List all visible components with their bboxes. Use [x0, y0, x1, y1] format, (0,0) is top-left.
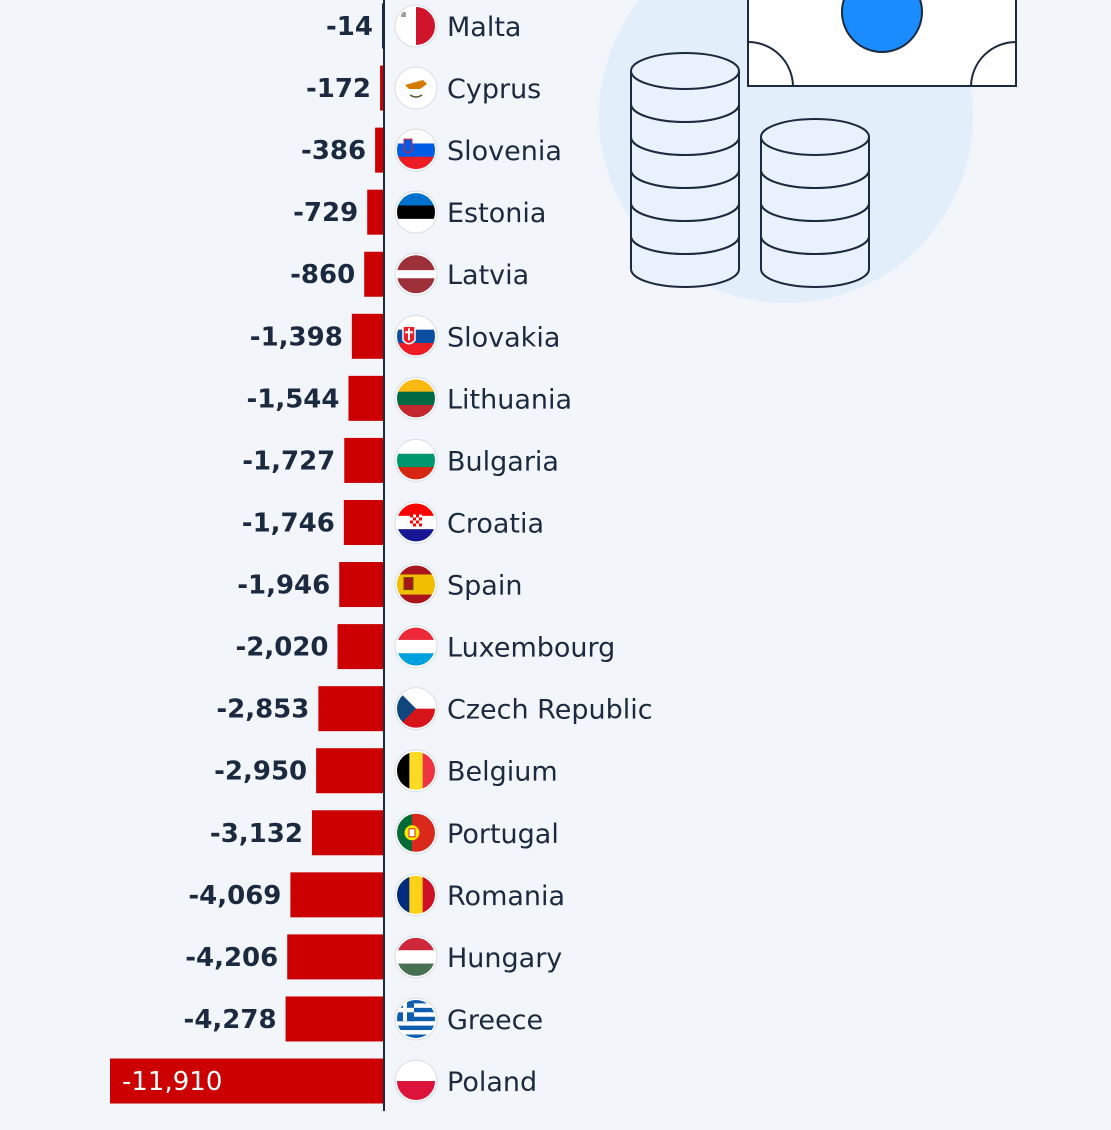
category-label-lithuania: Lithuania [447, 384, 572, 415]
bars-group [110, 3, 384, 1104]
value-label-latvia: -860 [290, 260, 355, 290]
category-label-belgium: Belgium [447, 757, 558, 788]
banknote-icon [747, 0, 1017, 87]
category-label-slovakia: Slovakia [447, 322, 560, 353]
illustration [599, 0, 1017, 303]
category-label-spain: Spain [447, 571, 522, 602]
lithuania-flag-icon [394, 376, 438, 420]
value-label-belgium: -2,950 [214, 757, 307, 787]
bar-latvia [364, 251, 384, 297]
value-label-estonia: -729 [293, 198, 358, 228]
value-label-portugal: -3,132 [210, 819, 303, 849]
value-label-poland: -11,910 [122, 1067, 222, 1097]
hungary-flag-icon [394, 935, 438, 979]
value-label-slovenia: -386 [301, 136, 366, 166]
latvia-flag-icon [394, 252, 438, 296]
greece-flag-icon [394, 997, 438, 1041]
bar-luxembourg [337, 624, 384, 670]
category-label-hungary: Hungary [447, 943, 562, 974]
bar-hungary [287, 934, 384, 980]
value-label-hungary: -4,206 [185, 943, 278, 973]
slovenia-flag-icon [394, 128, 438, 172]
labels-group: -14 Malta -172 Cyprus -386 Slovenia -729 Estoni… [122, 12, 653, 1098]
category-label-bulgaria: Bulgaria [447, 446, 559, 477]
bar-belgium [316, 748, 384, 794]
poland-flag-icon [394, 1059, 438, 1103]
coin-stacks-icon [630, 52, 870, 288]
category-label-poland: Poland [447, 1067, 537, 1098]
category-label-portugal: Portugal [447, 819, 559, 850]
value-label-spain: -1,946 [237, 571, 330, 601]
value-label-croatia: -1,746 [242, 508, 335, 538]
bar-slovakia [351, 313, 384, 359]
category-label-croatia: Croatia [447, 508, 544, 539]
luxembourg-flag-icon [394, 625, 438, 669]
croatia-flag-icon [394, 500, 438, 544]
slovakia-flag-icon [394, 314, 438, 358]
value-label-malta: -14 [326, 12, 373, 42]
category-label-slovenia: Slovenia [447, 136, 562, 167]
bar-portugal [311, 810, 384, 856]
category-label-romania: Romania [447, 881, 565, 912]
category-label-latvia: Latvia [447, 260, 529, 291]
romania-flag-icon [394, 873, 438, 917]
cyprus-flag-icon [394, 66, 438, 110]
belgium-flag-icon [394, 749, 438, 793]
value-label-romania: -4,069 [188, 881, 281, 911]
spain-flag-icon [394, 563, 438, 607]
value-label-lithuania: -1,544 [246, 384, 339, 414]
value-label-cyprus: -172 [306, 74, 371, 104]
flags-group [394, 4, 438, 1103]
bar-croatia [343, 499, 384, 545]
bar-bulgaria [344, 437, 384, 483]
bar-romania [290, 872, 384, 918]
bar-cyprus [380, 65, 384, 111]
portugal-flag-icon [394, 811, 438, 855]
value-label-luxembourg: -2,020 [235, 633, 328, 663]
malta-flag-icon [394, 4, 438, 48]
estonia-flag-icon [394, 190, 438, 234]
value-label-slovakia: -1,398 [250, 322, 343, 352]
bar-poland [110, 1058, 384, 1104]
category-label-malta: Malta [447, 12, 521, 43]
bar-lithuania [348, 375, 384, 421]
bar-estonia [367, 189, 384, 235]
category-label-estonia: Estonia [447, 198, 546, 229]
category-label-czech-republic: Czech Republic [447, 695, 653, 726]
bar-greece [285, 996, 384, 1042]
category-label-greece: Greece [447, 1005, 543, 1036]
bar-spain [339, 562, 384, 608]
category-label-cyprus: Cyprus [447, 74, 541, 105]
value-label-bulgaria: -1,727 [242, 446, 335, 476]
bulgaria-flag-icon [394, 438, 438, 482]
czech-republic-flag-icon [394, 687, 438, 731]
bar-slovenia [375, 127, 384, 173]
value-label-greece: -4,278 [184, 1005, 277, 1035]
value-label-czech-republic: -2,853 [216, 695, 309, 725]
category-label-luxembourg: Luxembourg [447, 633, 615, 664]
bar-czech-republic [318, 686, 384, 732]
